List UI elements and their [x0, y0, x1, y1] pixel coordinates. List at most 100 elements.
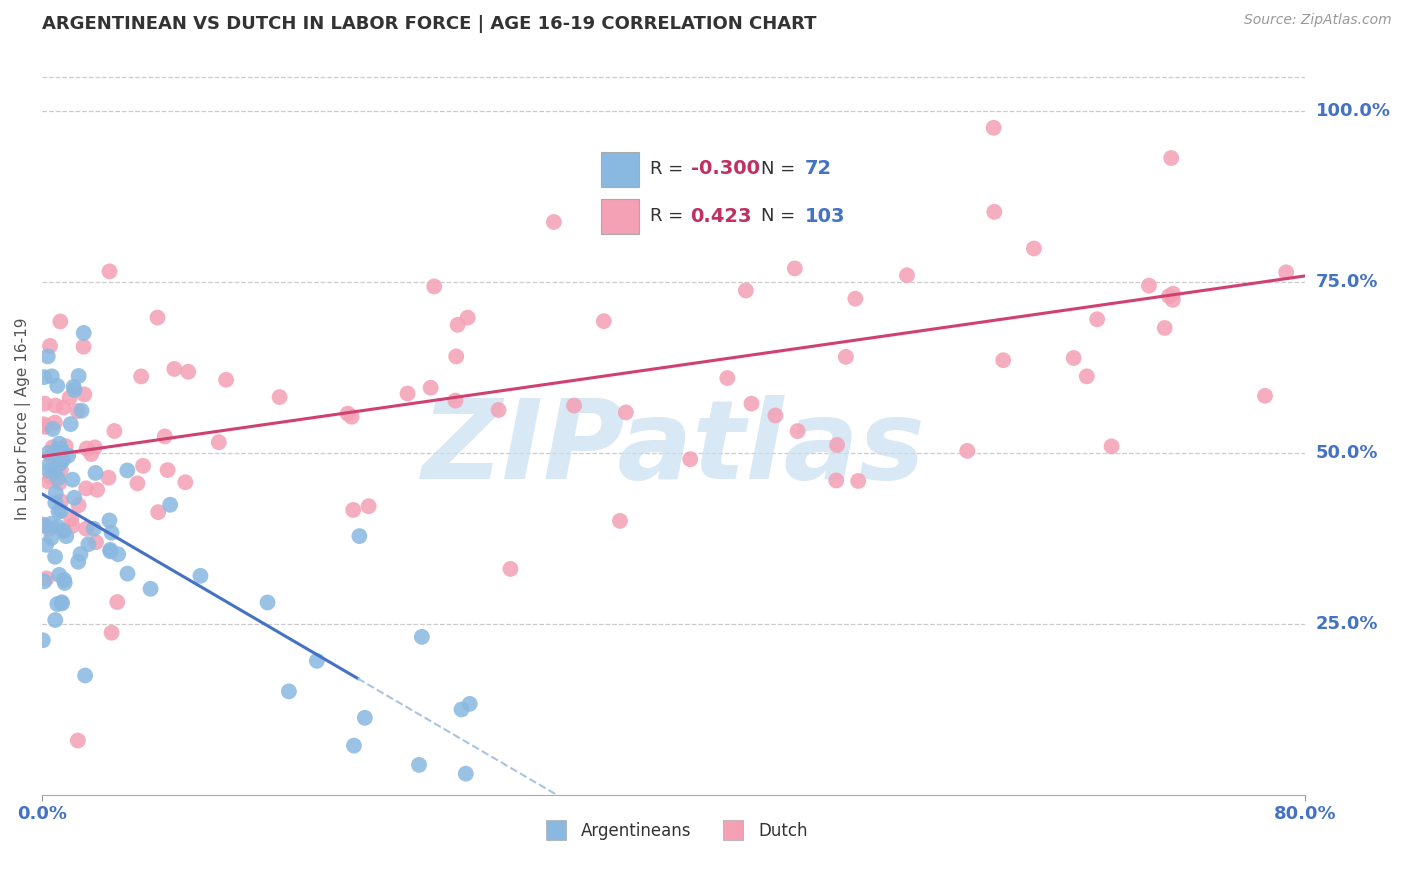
Point	[343, 739, 366, 753]
Point	[457, 310, 479, 325]
Point	[52, 401, 75, 415]
Point	[208, 435, 231, 450]
Point	[55, 529, 77, 543]
Point	[44, 549, 66, 564]
Point	[63, 491, 86, 505]
Point	[49, 494, 72, 508]
Point	[59, 417, 82, 431]
Point	[614, 405, 637, 419]
Point	[783, 261, 806, 276]
Text: N =: N =	[762, 207, 801, 225]
Point	[38, 457, 60, 471]
Point	[32, 417, 55, 432]
Point	[46, 442, 69, 457]
Point	[336, 407, 359, 421]
Point	[129, 369, 152, 384]
Point	[98, 264, 121, 278]
Point	[1101, 439, 1123, 453]
Point	[38, 464, 60, 478]
Point	[458, 697, 481, 711]
Point	[983, 120, 1005, 135]
Point	[75, 668, 97, 682]
Text: 100.0%: 100.0%	[1316, 103, 1391, 120]
Point	[446, 318, 468, 332]
Point	[357, 500, 380, 514]
Point	[146, 505, 169, 519]
Point	[70, 403, 93, 417]
Point	[765, 409, 787, 423]
Point	[84, 466, 107, 480]
Point	[53, 576, 76, 591]
Point	[32, 574, 55, 589]
Point	[48, 475, 70, 490]
Point	[269, 390, 291, 404]
Point	[83, 522, 105, 536]
Point	[46, 519, 69, 533]
Point	[117, 566, 139, 581]
Text: ZIPatlas: ZIPatlas	[422, 395, 925, 502]
Point	[67, 555, 90, 569]
Point	[73, 326, 96, 340]
Point	[37, 475, 59, 489]
Text: N =: N =	[762, 160, 801, 178]
Point	[846, 474, 869, 488]
Point	[103, 424, 125, 438]
Point	[734, 284, 756, 298]
Point	[38, 522, 60, 536]
Point	[499, 562, 522, 576]
Point	[34, 396, 56, 410]
Point	[73, 387, 96, 401]
Point	[444, 393, 467, 408]
Point	[1160, 151, 1182, 165]
Point	[411, 630, 433, 644]
Point	[163, 362, 186, 376]
Text: 72: 72	[806, 159, 832, 178]
Text: 0.423: 0.423	[690, 207, 752, 226]
Point	[34, 420, 56, 434]
Point	[48, 505, 70, 519]
Point	[75, 481, 97, 495]
Point	[396, 386, 419, 401]
Point	[44, 463, 66, 477]
Point	[1153, 321, 1175, 335]
Point	[679, 452, 702, 467]
Point	[69, 547, 91, 561]
Point	[31, 633, 53, 648]
Point	[83, 441, 105, 455]
Point	[44, 416, 66, 430]
Point	[49, 463, 72, 477]
Point	[1137, 278, 1160, 293]
Point	[51, 442, 73, 457]
Text: Source: ZipAtlas.com: Source: ZipAtlas.com	[1244, 13, 1392, 28]
Point	[46, 472, 69, 486]
Point	[35, 571, 58, 585]
Point	[825, 474, 848, 488]
Point	[139, 582, 162, 596]
Point	[1275, 265, 1298, 279]
Point	[49, 443, 72, 458]
Text: 103: 103	[806, 207, 845, 226]
Bar	[600, 152, 638, 186]
Point	[39, 531, 62, 545]
Point	[1161, 286, 1184, 301]
Point	[52, 524, 75, 538]
Point	[45, 486, 67, 500]
Point	[52, 524, 75, 538]
Point	[37, 350, 59, 364]
Point	[342, 503, 364, 517]
Point	[98, 513, 121, 527]
Point	[53, 573, 76, 587]
Point	[1022, 242, 1045, 256]
Bar	[600, 199, 638, 234]
Point	[100, 525, 122, 540]
Text: R =: R =	[650, 207, 689, 225]
Point	[41, 441, 63, 455]
Point	[1076, 369, 1098, 384]
Point	[353, 711, 375, 725]
Point	[592, 314, 614, 328]
Point	[67, 498, 90, 512]
Point	[38, 446, 60, 460]
Point	[993, 353, 1015, 368]
Point	[75, 522, 97, 536]
Point	[454, 766, 477, 780]
